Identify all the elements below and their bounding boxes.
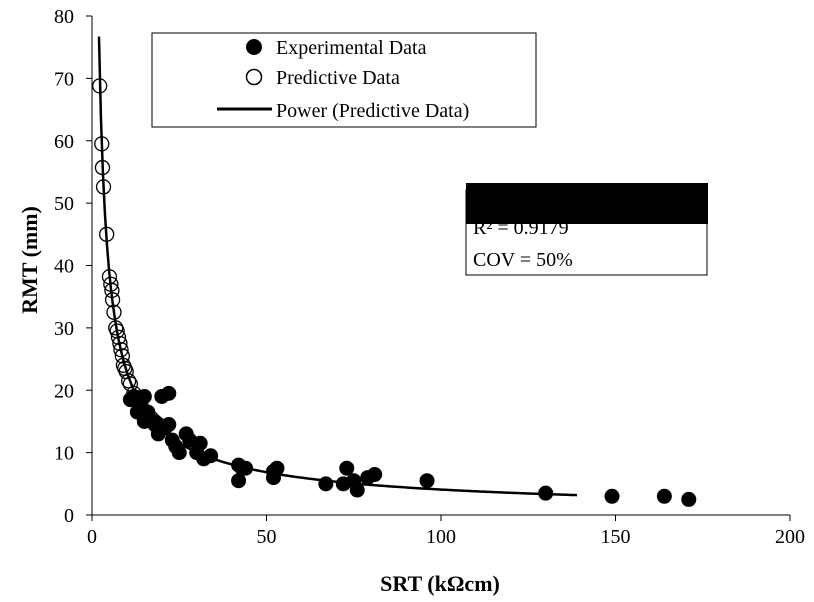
predictive-point [109,323,125,339]
x-tick-label: 200 [775,526,805,548]
experimental-point [203,448,219,464]
predictive-point [126,385,142,402]
y-tick-label: 50 [54,193,74,215]
axes: 0 50 100 150 200 0 10 20 30 40 50 60 70 80 [54,6,805,548]
predictive-point [112,335,128,352]
predictive-point [129,390,146,406]
legend: Experimental Data Predictive Data Power … [151,32,537,128]
experimental-point [231,473,247,489]
experimental-point [349,482,365,498]
experimental-point [656,488,672,504]
experimental-point [269,460,285,476]
x-axis-title: SRT (kΩcm) [380,571,500,596]
cov-label: COV = 50% [473,249,573,271]
y-tick-label: 20 [54,380,74,402]
legend-label-experimental: Experimental Data [276,37,427,59]
predictive-point [94,136,110,152]
y-tick-label: 40 [54,256,74,278]
experimental-point [318,476,334,492]
predictive-point [104,282,120,299]
experimental-point [161,385,177,401]
predictive-point [106,304,122,320]
y-tick-label: 60 [54,131,74,153]
predictive-point [114,348,131,364]
y-tick-label: 80 [54,6,74,28]
predictive-point [94,159,111,176]
x-tick-label: 150 [601,526,631,548]
y-tick-label: 70 [54,68,74,90]
y-tick-label: 10 [54,443,74,465]
x-tick-label: 0 [87,526,97,548]
legend-box [151,32,537,128]
predictive-point [110,329,127,345]
experimental-point [538,485,554,501]
experimental-point [161,417,177,433]
legend-label-power: Power (Predictive Data) [276,100,469,122]
y-tick-label: 0 [64,505,74,527]
experimental-point [367,466,383,482]
predictive-point [99,226,115,242]
x-tick-label: 100 [426,526,456,548]
experimental-point [238,460,254,476]
x-tick-label: 50 [257,526,277,548]
predictive-point [150,416,166,433]
predictive-point [92,78,108,94]
experimental-point [604,488,620,504]
legend-label-predictive: Predictive Data [276,67,400,89]
experimental-point [192,435,208,451]
experimental-point [339,460,355,476]
predictive-point [122,376,139,392]
predictive-point [113,342,129,358]
predictive-point [95,179,112,195]
fit-annotation: R² = 0.9179 COV = 50% [465,183,708,276]
experimental-point [419,473,435,489]
experimental-point [681,491,697,507]
y-tick-label: 30 [54,318,74,340]
experimental-point [171,445,187,461]
predictive-point [104,292,121,308]
y-axis-title: RMT (mm) [17,206,42,314]
redaction-bar [466,183,708,224]
predictive-points-layer [92,78,166,433]
legend-marker-predictive [245,68,263,86]
legend-marker-experimental [246,39,262,55]
predictive-point [103,276,119,292]
